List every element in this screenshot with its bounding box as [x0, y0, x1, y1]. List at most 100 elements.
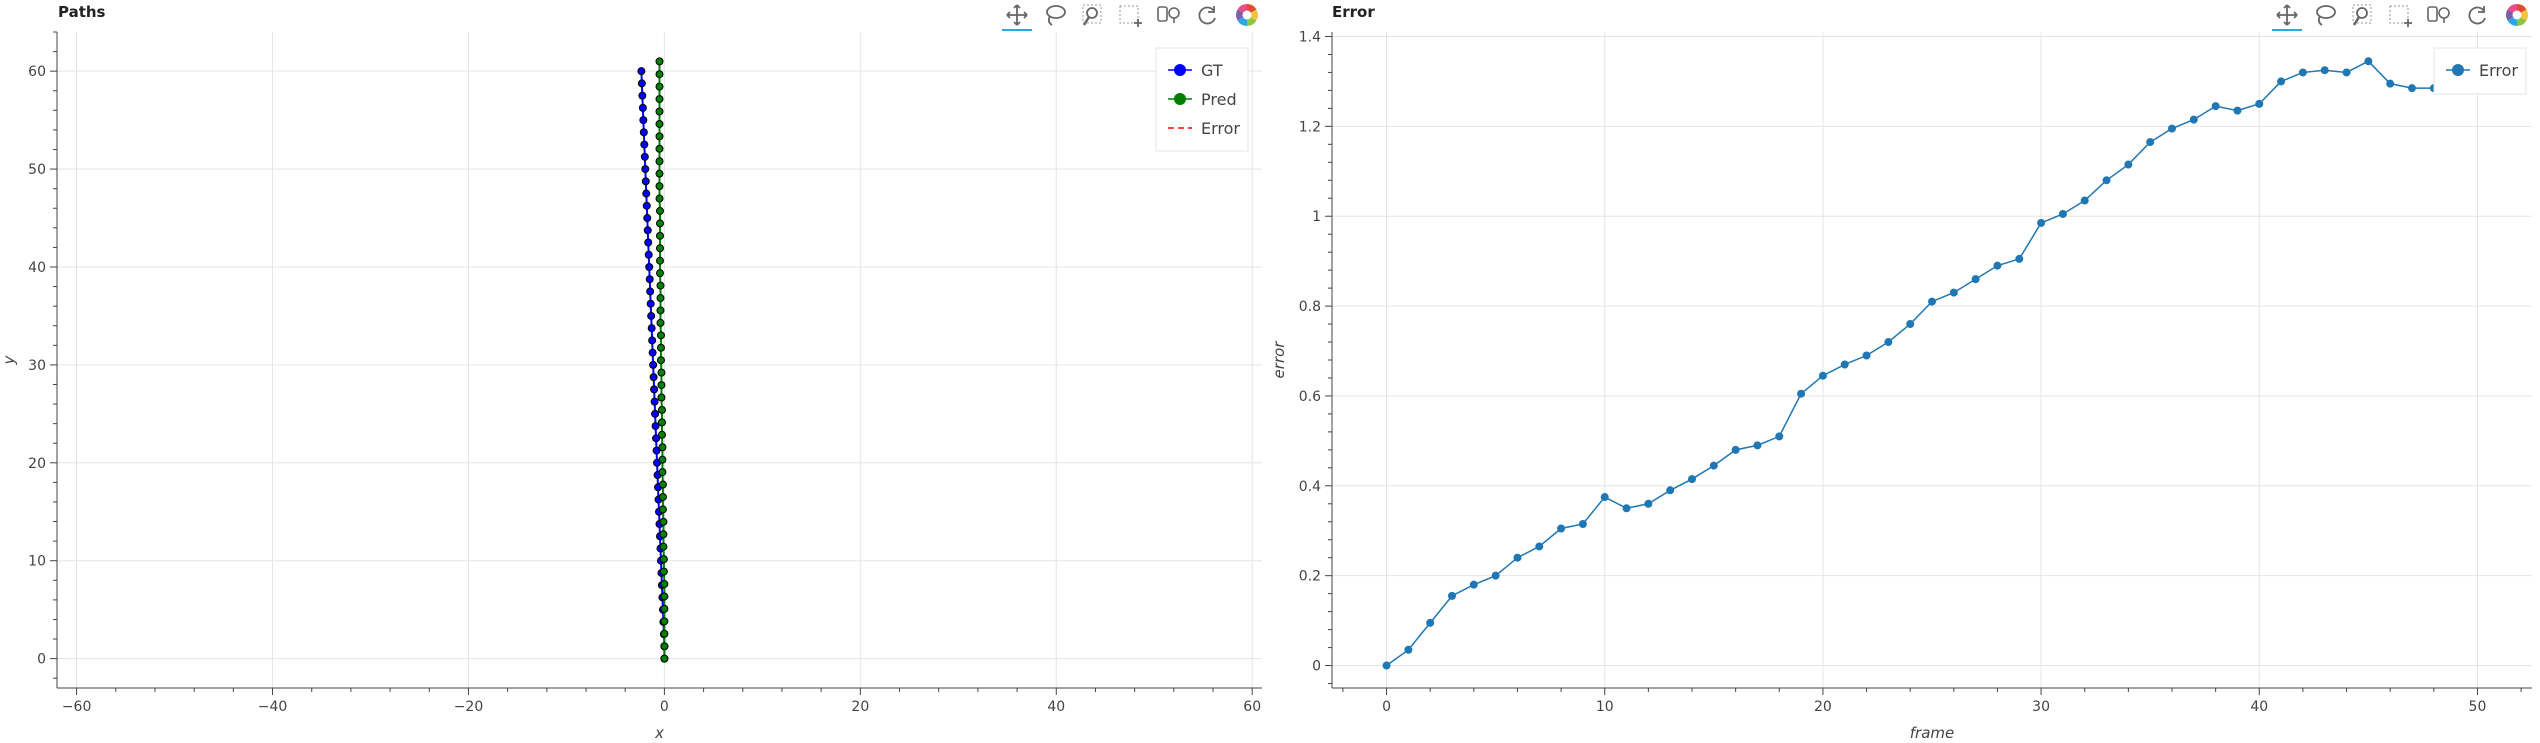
- data-point[interactable]: [2255, 99, 2264, 108]
- bokeh-logo-icon[interactable]: [2502, 1, 2532, 29]
- reset-icon[interactable]: [1192, 1, 1222, 29]
- data-point[interactable]: [642, 201, 651, 210]
- data-point[interactable]: [645, 275, 654, 284]
- data-point[interactable]: [2233, 106, 2242, 115]
- data-point[interactable]: [1775, 432, 1784, 441]
- data-point[interactable]: [655, 107, 664, 116]
- wheel-zoom-icon[interactable]: [2348, 1, 2378, 29]
- data-point[interactable]: [651, 422, 660, 431]
- data-point[interactable]: [1949, 288, 1958, 297]
- data-point[interactable]: [646, 299, 655, 308]
- data-point[interactable]: [2168, 124, 2176, 133]
- data-point[interactable]: [637, 79, 646, 88]
- pan-icon[interactable]: [1002, 1, 1032, 31]
- data-point[interactable]: [638, 103, 647, 112]
- hover-icon[interactable]: [2424, 1, 2454, 29]
- data-point[interactable]: [638, 91, 647, 100]
- data-point[interactable]: [2058, 209, 2067, 218]
- data-point[interactable]: [648, 348, 657, 357]
- data-point[interactable]: [647, 311, 656, 320]
- data-point[interactable]: [1382, 661, 1391, 670]
- data-point[interactable]: [2015, 254, 2024, 263]
- paths-chart[interactable]: −60 −40 −20 0 20 40 60 0 10 20 30 40 50 60 x y GT Pred Err…: [0, 0, 1270, 743]
- error-chart[interactable]: 0 10 20 30 40 50 0 0.2 0.4 0.6 0.8 1 1.2 1.4 frame erro…: [1272, 0, 2540, 743]
- data-point[interactable]: [2408, 84, 2416, 93]
- data-point[interactable]: [1644, 499, 1653, 508]
- data-point[interactable]: [655, 169, 664, 178]
- data-point[interactable]: [650, 385, 659, 394]
- data-point[interactable]: [639, 116, 648, 125]
- data-point[interactable]: [660, 592, 669, 601]
- data-point[interactable]: [655, 244, 664, 253]
- data-point[interactable]: [657, 418, 666, 427]
- data-point[interactable]: [658, 492, 667, 501]
- data-point[interactable]: [655, 144, 664, 153]
- data-point[interactable]: [2124, 160, 2133, 169]
- data-point[interactable]: [2386, 79, 2395, 88]
- data-point[interactable]: [1600, 493, 1609, 502]
- data-point[interactable]: [1797, 389, 1806, 398]
- data-point[interactable]: [652, 434, 661, 443]
- data-point[interactable]: [640, 140, 649, 149]
- data-point[interactable]: [1688, 475, 1696, 484]
- data-point[interactable]: [639, 128, 648, 137]
- reset-icon[interactable]: [2462, 1, 2492, 29]
- data-point[interactable]: [655, 95, 664, 104]
- data-point[interactable]: [649, 360, 658, 369]
- data-point[interactable]: [1884, 338, 1893, 347]
- data-point[interactable]: [659, 530, 668, 539]
- data-point[interactable]: [1578, 520, 1587, 528]
- box-zoom-icon[interactable]: [2386, 1, 2416, 29]
- data-point[interactable]: [658, 443, 667, 452]
- data-point[interactable]: [657, 368, 666, 377]
- data-point[interactable]: [659, 555, 668, 564]
- data-point[interactable]: [656, 294, 665, 303]
- data-point[interactable]: [655, 219, 664, 228]
- data-point[interactable]: [656, 356, 665, 365]
- data-point[interactable]: [1666, 486, 1675, 495]
- data-point[interactable]: [655, 57, 664, 66]
- data-point[interactable]: [652, 446, 661, 455]
- data-point[interactable]: [657, 430, 666, 439]
- data-point[interactable]: [655, 269, 664, 278]
- box-zoom-icon[interactable]: [1116, 1, 1146, 29]
- data-point[interactable]: [658, 505, 667, 514]
- data-point[interactable]: [1862, 351, 1871, 360]
- data-point[interactable]: [657, 381, 666, 390]
- data-point[interactable]: [643, 214, 652, 223]
- data-point[interactable]: [1448, 591, 1456, 600]
- pan-icon[interactable]: [2272, 1, 2302, 31]
- data-point[interactable]: [1993, 261, 2002, 270]
- data-point[interactable]: [660, 629, 669, 638]
- data-point[interactable]: [659, 567, 668, 576]
- data-point[interactable]: [1557, 524, 1566, 533]
- data-point[interactable]: [655, 206, 664, 215]
- data-point[interactable]: [655, 194, 664, 203]
- data-point[interactable]: [647, 324, 656, 333]
- data-point[interactable]: [658, 480, 667, 489]
- data-point[interactable]: [2364, 57, 2373, 66]
- data-point[interactable]: [1818, 371, 1827, 380]
- data-point[interactable]: [643, 226, 652, 235]
- bokeh-logo-icon[interactable]: [1232, 1, 1262, 29]
- data-point[interactable]: [660, 580, 669, 589]
- data-point[interactable]: [656, 318, 665, 327]
- data-point[interactable]: [2102, 176, 2111, 185]
- data-point[interactable]: [1469, 580, 1478, 589]
- data-point[interactable]: [1840, 360, 1849, 369]
- data-point[interactable]: [2146, 138, 2155, 147]
- data-point[interactable]: [655, 182, 664, 191]
- data-point[interactable]: [642, 189, 651, 198]
- data-point[interactable]: [655, 256, 664, 265]
- data-point[interactable]: [2320, 66, 2329, 75]
- data-point[interactable]: [659, 517, 668, 526]
- data-point[interactable]: [651, 409, 660, 418]
- data-point[interactable]: [2342, 68, 2351, 77]
- data-point[interactable]: [657, 393, 666, 402]
- data-point[interactable]: [1513, 553, 1522, 562]
- wheel-zoom-icon[interactable]: [1078, 1, 1108, 29]
- data-point[interactable]: [1971, 275, 1980, 284]
- data-point[interactable]: [650, 397, 659, 406]
- data-point[interactable]: [649, 373, 658, 382]
- data-point[interactable]: [644, 238, 653, 247]
